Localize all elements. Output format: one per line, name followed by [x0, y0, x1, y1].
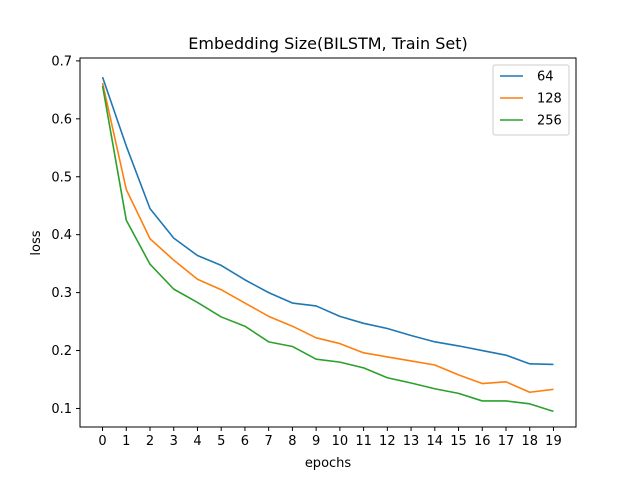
legend-label: 64	[537, 70, 554, 85]
y-axis-label: loss	[29, 230, 44, 255]
chart-title: Embedding Size(BILSTM, Train Set)	[188, 34, 467, 53]
x-tick-label: 1	[122, 434, 130, 449]
x-tick-label: 8	[288, 434, 296, 449]
x-tick-label: 16	[474, 434, 491, 449]
y-tick-label: 0.6	[51, 112, 72, 127]
plot-frame	[79, 57, 577, 428]
x-tick-label: 6	[241, 434, 249, 449]
x-tick-label: 11	[355, 434, 372, 449]
x-tick-label: 14	[427, 434, 444, 449]
x-tick-label: 3	[170, 434, 178, 449]
x-tick-label: 17	[498, 434, 515, 449]
y-tick-label: 0.7	[51, 54, 72, 69]
legend-box	[492, 64, 570, 136]
plot-lines	[101, 76, 554, 413]
x-axis-label: epochs	[305, 456, 352, 471]
y-tick-label: 0.2	[51, 344, 72, 359]
y-axis-ticks: 0.1 0.2 0.3 0.4 0.5 0.6 0.7	[51, 54, 80, 417]
x-tick-label: 19	[545, 434, 562, 449]
x-tick-label: 10	[332, 434, 349, 449]
x-tick-label: 4	[193, 434, 201, 449]
x-tick-label: 9	[312, 434, 320, 449]
legend-label: 256	[537, 114, 562, 129]
series-line-64	[101, 76, 554, 366]
x-tick-label: 2	[146, 434, 154, 449]
x-tick-label: 7	[265, 434, 273, 449]
y-tick-label: 0.3	[51, 286, 72, 301]
x-tick-label: 5	[217, 434, 225, 449]
x-tick-label: 12	[379, 434, 396, 449]
series-line-256	[101, 85, 554, 413]
y-tick-label: 0.5	[51, 170, 72, 185]
x-tick-label: 13	[403, 434, 420, 449]
legend-label: 128	[537, 92, 562, 107]
y-tick-label: 0.1	[51, 402, 72, 417]
y-tick-label: 0.4	[51, 228, 72, 243]
x-axis-ticks: 0 1 2 3 4 5 6 7 8 9 10 11 12 13 14 15 16 17 18 19	[98, 427, 562, 449]
x-tick-label: 0	[98, 434, 106, 449]
legend: 64 128 256	[492, 64, 570, 136]
x-tick-label: 18	[521, 434, 538, 449]
series-line-128	[101, 82, 554, 394]
x-tick-label: 15	[450, 434, 467, 449]
